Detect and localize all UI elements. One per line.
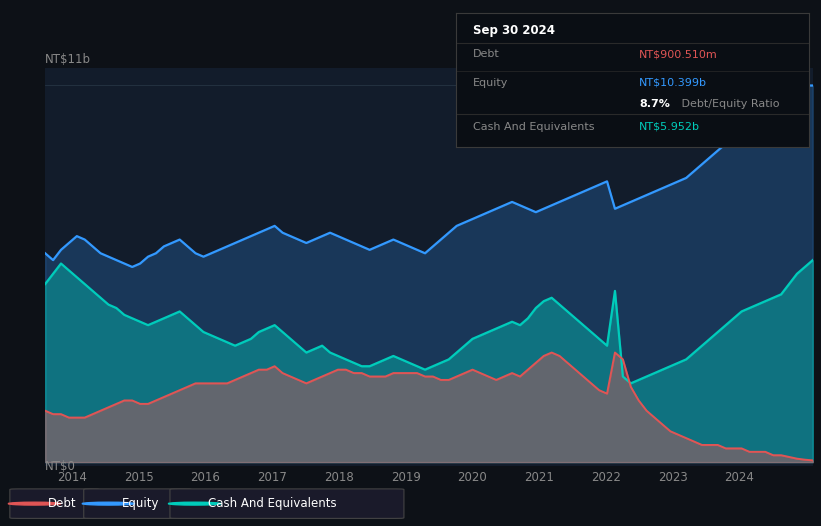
Circle shape: [168, 502, 221, 505]
Text: NT$5.952b: NT$5.952b: [640, 122, 700, 132]
Circle shape: [82, 502, 135, 505]
Text: Cash And Equivalents: Cash And Equivalents: [208, 497, 337, 510]
Text: NT$10.399b: NT$10.399b: [640, 77, 707, 87]
FancyBboxPatch shape: [84, 489, 191, 519]
FancyBboxPatch shape: [10, 489, 99, 519]
Text: Equity: Equity: [122, 497, 159, 510]
Circle shape: [8, 502, 61, 505]
Text: Debt/Equity Ratio: Debt/Equity Ratio: [678, 99, 780, 109]
FancyBboxPatch shape: [170, 489, 404, 519]
Text: Debt: Debt: [48, 497, 76, 510]
Text: 8.7%: 8.7%: [640, 99, 670, 109]
Text: Cash And Equivalents: Cash And Equivalents: [474, 122, 594, 132]
Text: Debt: Debt: [474, 49, 500, 59]
Text: Equity: Equity: [474, 77, 509, 87]
Text: NT$11b: NT$11b: [45, 53, 91, 66]
Text: NT$0: NT$0: [45, 460, 76, 473]
Text: Sep 30 2024: Sep 30 2024: [474, 24, 555, 37]
Text: NT$900.510m: NT$900.510m: [640, 49, 718, 59]
